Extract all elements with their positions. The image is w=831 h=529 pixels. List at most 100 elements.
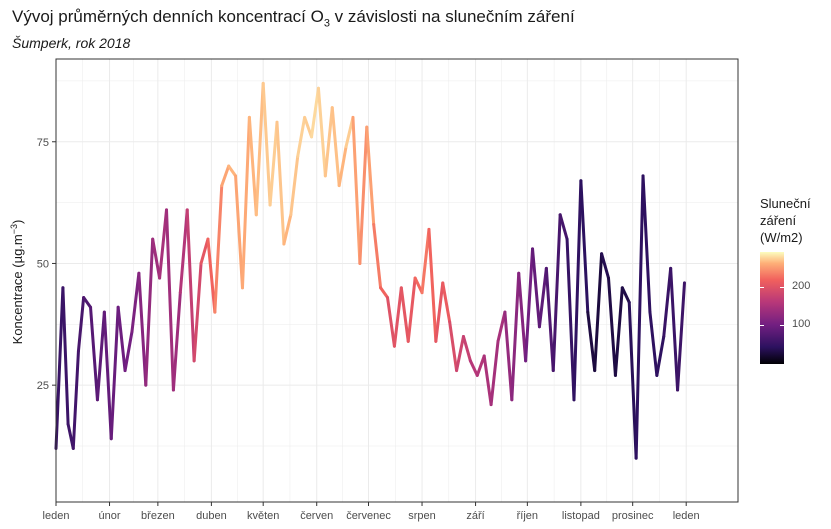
y-axis-title: Koncentrace (µg.m−3) [9, 220, 25, 345]
panel-border [55, 58, 739, 503]
series-segment [531, 247, 541, 329]
series-segment [171, 291, 182, 392]
series-segment [475, 354, 486, 377]
series-segment [220, 164, 231, 188]
series-segment [586, 310, 597, 373]
series-segment [282, 213, 293, 246]
series-segment [627, 300, 638, 460]
series-segment [310, 86, 320, 139]
series-segment [524, 247, 535, 363]
series-segment [137, 271, 148, 387]
series-segment [620, 286, 631, 304]
x-tick-label: květen [247, 510, 279, 522]
legend-title-line-2: záření [760, 213, 797, 228]
series-segment [227, 164, 238, 178]
series-segment [482, 354, 493, 407]
series-segment [448, 320, 459, 373]
series-segment [254, 81, 265, 217]
series-segment [351, 115, 362, 265]
series-segment [213, 184, 224, 314]
series-segment [420, 227, 431, 295]
series-segment [95, 310, 106, 402]
x-tick-label: červen [300, 510, 333, 522]
chart-title: Vývoj průměrných denních koncentrací O3 … [12, 7, 575, 29]
legend-tick-mark [780, 286, 784, 288]
x-tick-label: leden [43, 510, 70, 522]
series-segment [455, 334, 465, 373]
series-segment [192, 261, 203, 363]
series-segment [544, 266, 555, 373]
series-segment [572, 179, 583, 402]
series-segment [441, 281, 452, 324]
series-segment [434, 281, 445, 343]
series-segment [600, 252, 611, 280]
series-segment [116, 305, 127, 373]
series-segment [296, 115, 307, 158]
x-tick-label: listopad [562, 510, 600, 522]
legend-tick-label: 200 [792, 279, 811, 292]
legend-tick-mark [780, 325, 784, 327]
x-tick-label: srpen [408, 510, 436, 522]
series-segment [323, 106, 334, 178]
legend-title-line-3: (W/m2) [760, 230, 803, 245]
series-segment [178, 208, 189, 295]
series-segment [510, 271, 521, 402]
series-segment [71, 349, 80, 450]
series-segment [503, 310, 514, 402]
x-tick-label: duben [196, 510, 227, 522]
series-segment [655, 334, 666, 377]
series-segment [54, 286, 65, 450]
series-segment [372, 223, 383, 290]
y-tick-label: 75 [37, 137, 49, 149]
x-tick-label: září [466, 510, 484, 522]
series-segment [517, 271, 528, 363]
y-tick-label: 50 [37, 258, 49, 270]
series-segment [76, 296, 86, 353]
series-segment [206, 237, 217, 314]
x-tick-label: říjen [517, 510, 538, 522]
series-segment [247, 115, 258, 217]
series-segment [641, 174, 652, 314]
title-main: Vývoj průměrných denních koncentrací O [12, 7, 324, 26]
series-segment [613, 286, 624, 377]
series-layer [54, 81, 686, 460]
series-segment [461, 334, 472, 363]
series-segment [240, 115, 251, 290]
series-segment [579, 179, 590, 314]
series-segment [337, 145, 348, 188]
legend-tick-mark [760, 286, 764, 288]
series-segment [275, 120, 286, 246]
series-segment [379, 286, 390, 300]
y-tick-label: 25 [37, 380, 49, 392]
x-tick-label: prosinec [612, 510, 654, 522]
x-tick-label: březen [141, 510, 175, 522]
series-segment [593, 252, 604, 373]
series-segment [676, 281, 686, 392]
legend-tick-label: 100 [792, 318, 811, 331]
series-segment [634, 174, 645, 460]
series-segment [289, 154, 300, 217]
series-segment [130, 271, 141, 334]
x-tick-label: leden [673, 510, 700, 522]
series-segment [303, 115, 314, 139]
series-segment [151, 237, 162, 280]
series-segment [399, 286, 410, 343]
series-segment [185, 208, 196, 363]
legend-tick-mark [760, 325, 764, 327]
chart-subtitle: Šumperk, rok 2018 [12, 35, 131, 51]
series-segment [662, 266, 673, 338]
series-segment [82, 296, 93, 309]
x-tick-label: únor [99, 510, 121, 522]
series-segment [158, 208, 169, 280]
series-segment [358, 125, 369, 265]
series-segment [330, 106, 341, 188]
series-segment [669, 266, 680, 392]
series-segment [268, 120, 279, 207]
series-segment [61, 286, 70, 426]
series-segment [386, 296, 396, 348]
axis-layer: 25 50 75 leden únor březen duben květen červen če… [37, 137, 700, 522]
series-segment [427, 227, 438, 343]
series-segment [489, 339, 500, 407]
x-tick-label: červenec [346, 510, 391, 522]
series-segment [123, 330, 134, 373]
